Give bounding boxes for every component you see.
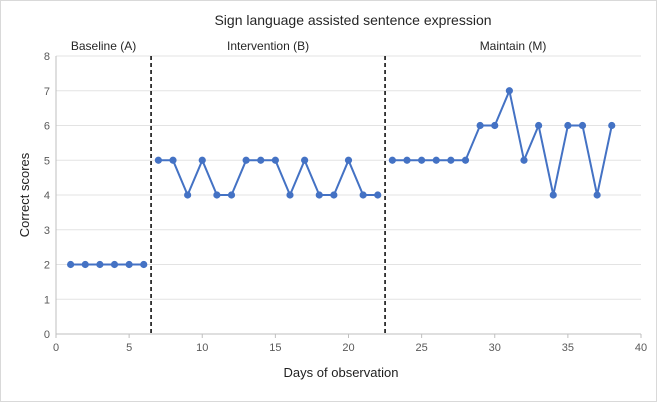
data-point <box>81 260 89 269</box>
y-tick-label: 3 <box>44 225 50 237</box>
phase-label: Intervention (B) <box>227 39 309 53</box>
data-point <box>154 156 162 164</box>
data-point <box>67 260 75 269</box>
x-tick-label: 35 <box>562 342 574 354</box>
y-tick-label: 4 <box>44 190 50 202</box>
data-point <box>564 121 572 130</box>
x-tick-label: 5 <box>126 342 132 354</box>
x-tick-label: 0 <box>53 342 59 354</box>
y-tick-label: 8 <box>44 51 50 63</box>
x-tick-label: 25 <box>416 342 428 354</box>
data-point <box>432 156 440 164</box>
data-point <box>608 121 616 130</box>
phase-boundaries: Baseline (A) Intervention (B) Maintain (M) <box>71 39 547 334</box>
x-tick-label: 20 <box>342 342 354 354</box>
phase-label: Maintain (M) <box>480 39 547 53</box>
data-point <box>593 191 601 199</box>
x-tick-label: 15 <box>269 342 281 354</box>
data-point <box>418 156 426 164</box>
y-tick-label: 1 <box>44 294 50 306</box>
x-axis-label: Days of observation <box>284 365 399 380</box>
phase-label: Baseline (A) <box>71 39 136 53</box>
data-point <box>374 191 382 199</box>
data-point <box>447 156 455 164</box>
data-point <box>184 191 192 199</box>
y-tick-label: 6 <box>44 121 50 133</box>
axes: 0 1 2 3 4 5 6 7 8 0 5 10 15 20 25 30 35 40 <box>44 51 647 354</box>
data-point <box>359 191 367 199</box>
data-point <box>198 156 206 164</box>
data-point <box>140 260 148 269</box>
data-point <box>315 191 323 199</box>
series <box>67 87 616 269</box>
data-point <box>257 156 265 164</box>
data-point <box>535 121 543 130</box>
data-point <box>403 156 411 164</box>
data-point <box>125 260 133 269</box>
x-tick-label: 10 <box>196 342 208 354</box>
x-tick-label: 40 <box>635 342 647 354</box>
data-point <box>271 156 279 164</box>
x-tick-label: 30 <box>489 342 501 354</box>
data-point <box>286 191 294 199</box>
data-point <box>476 121 484 130</box>
data-point <box>330 191 338 199</box>
data-point <box>110 260 119 269</box>
data-point <box>388 156 396 164</box>
data-point <box>344 156 353 164</box>
data-point <box>520 156 528 164</box>
data-point <box>578 121 587 130</box>
data-point <box>505 87 513 95</box>
y-tick-label: 2 <box>44 260 50 272</box>
data-point <box>169 156 177 164</box>
data-point <box>213 191 221 199</box>
data-point <box>227 191 236 199</box>
data-point <box>96 260 104 269</box>
y-axis-label: Correct scores <box>17 152 32 237</box>
data-point <box>461 156 470 164</box>
data-point <box>301 156 309 164</box>
data-point <box>549 191 557 199</box>
series-line <box>392 89 613 196</box>
series-line <box>158 159 378 196</box>
y-tick-label: 0 <box>44 329 50 341</box>
y-tick-label: 7 <box>44 86 50 98</box>
data-point <box>242 156 250 164</box>
y-tick-label: 5 <box>44 155 50 167</box>
data-point <box>491 121 499 130</box>
chart-title: Sign language assisted sentence expressi… <box>214 12 491 28</box>
